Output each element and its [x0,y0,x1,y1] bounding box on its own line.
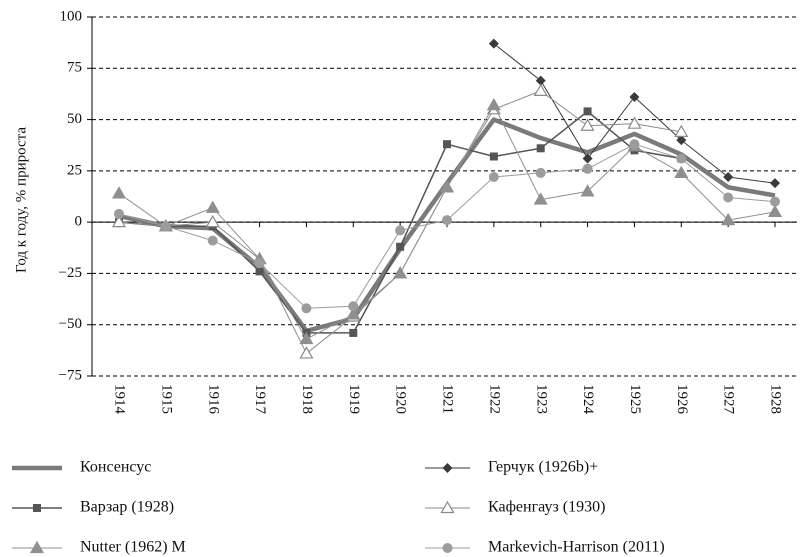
data-point [489,152,498,161]
data-point [676,135,687,146]
data-point [299,331,314,345]
data-point [533,83,548,96]
x-tick-label: 1925 [627,384,643,414]
legend-marker [440,500,455,514]
y-tick-label: 100 [60,8,83,24]
x-tick-label: 1924 [580,384,596,415]
x-tick-label: 1914 [112,384,128,415]
data-point [582,163,593,174]
data-point [583,107,592,116]
x-tick-label: 1927 [721,384,737,415]
data-point [770,178,780,189]
x-tick-label: 1920 [393,384,409,414]
legend-marker [33,504,41,512]
data-point [488,172,499,183]
data-point [723,172,734,183]
data-point [301,303,312,314]
data-point [674,165,689,179]
legend-label: Кафенгауз (1930) [488,499,605,516]
data-point [346,307,361,320]
legend-marker [442,463,453,473]
y-tick-label: −50 [59,316,82,332]
legend-label: Markevich-Harrison (2011) [488,539,665,556]
data-point [535,167,546,178]
data-point [396,242,405,251]
data-point [114,208,124,219]
series-line [493,43,776,184]
x-tick-label: 1918 [299,384,315,414]
x-tick-label: 1928 [768,384,784,414]
y-tick-label: 50 [67,111,82,127]
data-point [629,92,640,103]
data-point [723,192,734,203]
data-point [254,258,265,269]
data-point [770,196,780,207]
legend-label: Герчук (1926b)+ [488,459,598,476]
data-point [205,200,220,213]
y-axis-label: Год к году, % прироста [13,127,29,273]
legend-label: Nutter (1962) M [80,539,186,556]
data-point [582,153,593,164]
x-tick-label: 1919 [346,384,362,414]
y-tick-label: 0 [75,214,83,230]
data-point [395,225,406,236]
data-point [255,267,264,276]
data-point [299,346,314,359]
y-tick-label: −25 [59,265,82,281]
data-point [580,184,595,197]
data-point [536,144,545,153]
data-point [535,75,546,86]
y-tick-label: −75 [59,367,82,383]
y-tick-label: 25 [67,162,82,178]
data-point [443,140,451,149]
data-point [439,180,455,193]
data-point [721,212,736,226]
data-point [111,186,127,199]
data-point [393,266,408,279]
data-point [486,98,501,111]
legend-label: Консенсус [80,459,151,476]
data-point [442,215,452,226]
x-tick-label: 1922 [486,384,502,414]
data-point [205,214,220,228]
data-point [629,139,640,150]
data-point [160,221,171,232]
data-point [488,38,499,49]
data-point [207,235,218,246]
legend-label: Варзар (1928) [80,499,174,516]
data-point [349,328,358,337]
x-tick-label: 1917 [252,384,268,415]
data-point [580,118,595,131]
data-point [676,153,687,164]
data-point [111,214,127,228]
data-point [674,124,689,137]
data-point [533,192,548,205]
x-tick-label: 1915 [158,384,174,414]
data-point [627,116,642,129]
legend-marker [442,543,453,553]
x-tick-label: 1926 [674,384,690,415]
x-tick-label: 1923 [533,384,549,414]
data-point [348,301,359,312]
data-point [767,204,783,217]
y-tick-label: 75 [67,60,82,76]
x-tick-label: 1921 [440,384,456,414]
legend-marker [29,540,45,554]
x-tick-label: 1916 [205,384,221,415]
